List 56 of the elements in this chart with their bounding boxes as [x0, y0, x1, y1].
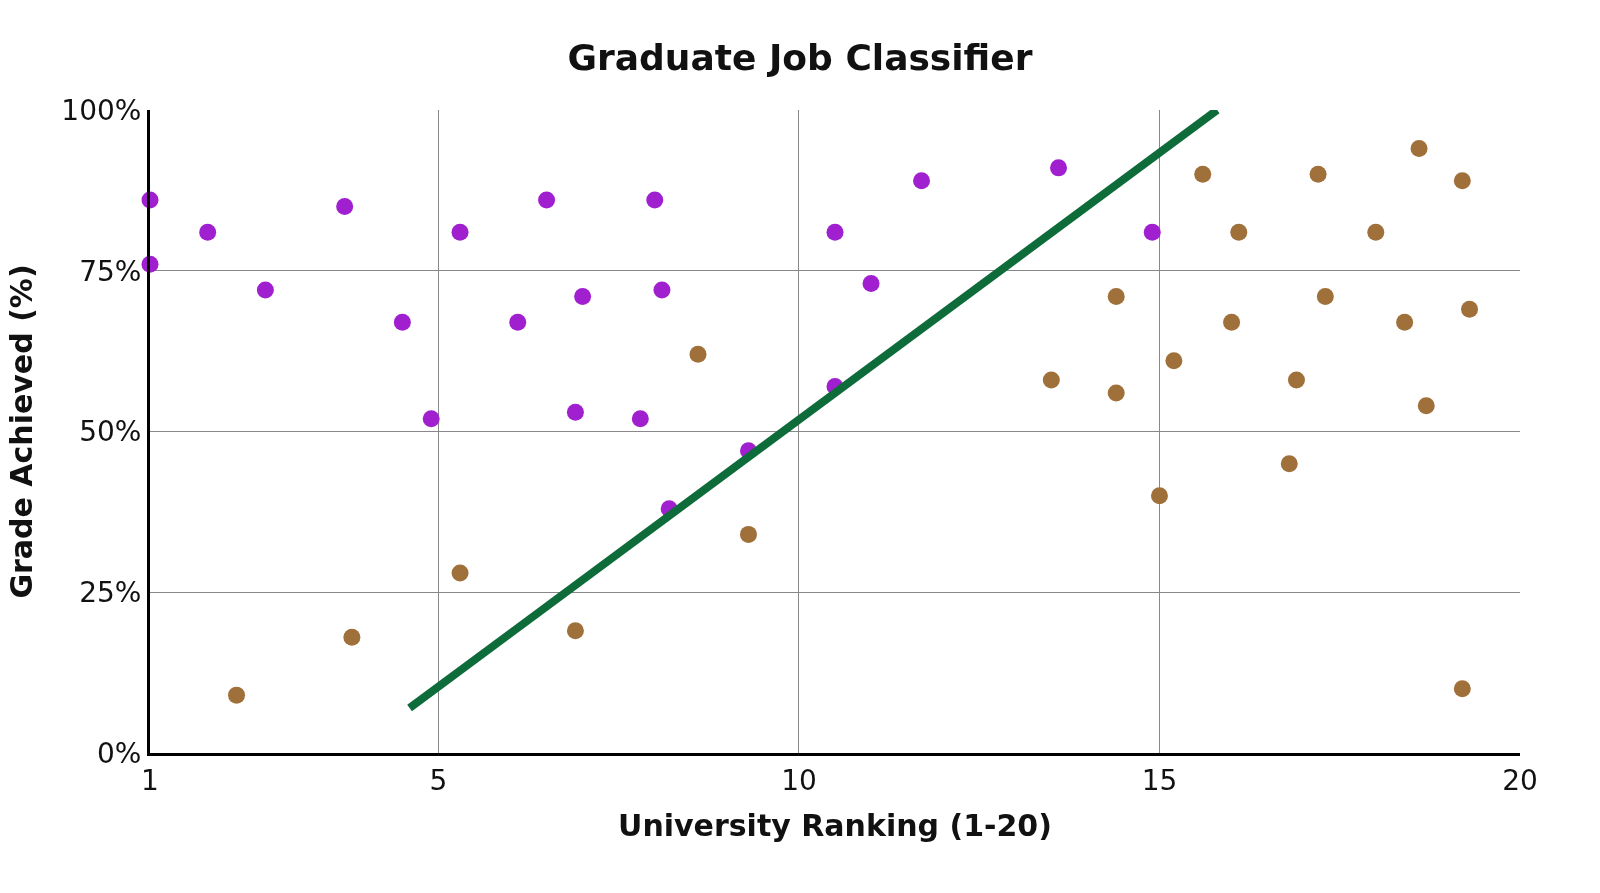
chart-title: Graduate Job Classifier — [567, 36, 1033, 78]
point — [228, 686, 246, 704]
x-tick-label: 15 — [1141, 763, 1178, 797]
point — [1050, 159, 1068, 177]
point — [1230, 223, 1248, 241]
point — [1194, 165, 1212, 183]
point — [1107, 384, 1125, 402]
point — [739, 525, 757, 543]
point — [393, 313, 411, 331]
point — [1042, 371, 1060, 389]
point — [451, 564, 469, 582]
x-tick-label: 1 — [141, 763, 159, 797]
x-tick-label: 20 — [1502, 763, 1538, 797]
point — [689, 345, 707, 363]
point — [336, 197, 354, 215]
point — [653, 281, 671, 299]
point — [422, 410, 440, 428]
point — [631, 410, 649, 428]
point — [451, 223, 469, 241]
point — [1143, 223, 1161, 241]
y-axis-title: Grade Achieved (%) — [4, 264, 40, 599]
y-tick-label: 0% — [96, 736, 142, 770]
point — [1107, 287, 1125, 305]
point — [1461, 300, 1479, 318]
x-tick-label: 10 — [781, 763, 817, 797]
point — [1417, 397, 1435, 415]
point — [1453, 680, 1471, 698]
point — [256, 281, 274, 299]
point — [574, 287, 592, 305]
point — [538, 191, 556, 209]
point — [1165, 352, 1183, 370]
point — [826, 223, 844, 241]
point — [862, 275, 880, 293]
y-tick-label: 100% — [61, 93, 142, 127]
point — [1367, 223, 1385, 241]
point — [566, 622, 584, 640]
point — [1453, 172, 1471, 190]
point — [1309, 165, 1327, 183]
point — [1316, 287, 1334, 305]
point — [1287, 371, 1305, 389]
y-tick-label: 75% — [79, 254, 142, 288]
point — [1410, 140, 1428, 158]
y-tick-label: 25% — [79, 576, 142, 610]
point — [343, 628, 361, 646]
x-axis-title: University Ranking (1-20) — [618, 808, 1052, 844]
point — [646, 191, 664, 209]
point — [509, 313, 527, 331]
y-tick-label: 50% — [79, 415, 142, 449]
point — [913, 172, 931, 190]
point — [1223, 313, 1241, 331]
point — [566, 403, 584, 421]
point — [1280, 455, 1298, 473]
x-tick-label: 5 — [429, 763, 448, 797]
point — [1150, 487, 1168, 505]
point — [1396, 313, 1414, 331]
point — [199, 223, 217, 241]
